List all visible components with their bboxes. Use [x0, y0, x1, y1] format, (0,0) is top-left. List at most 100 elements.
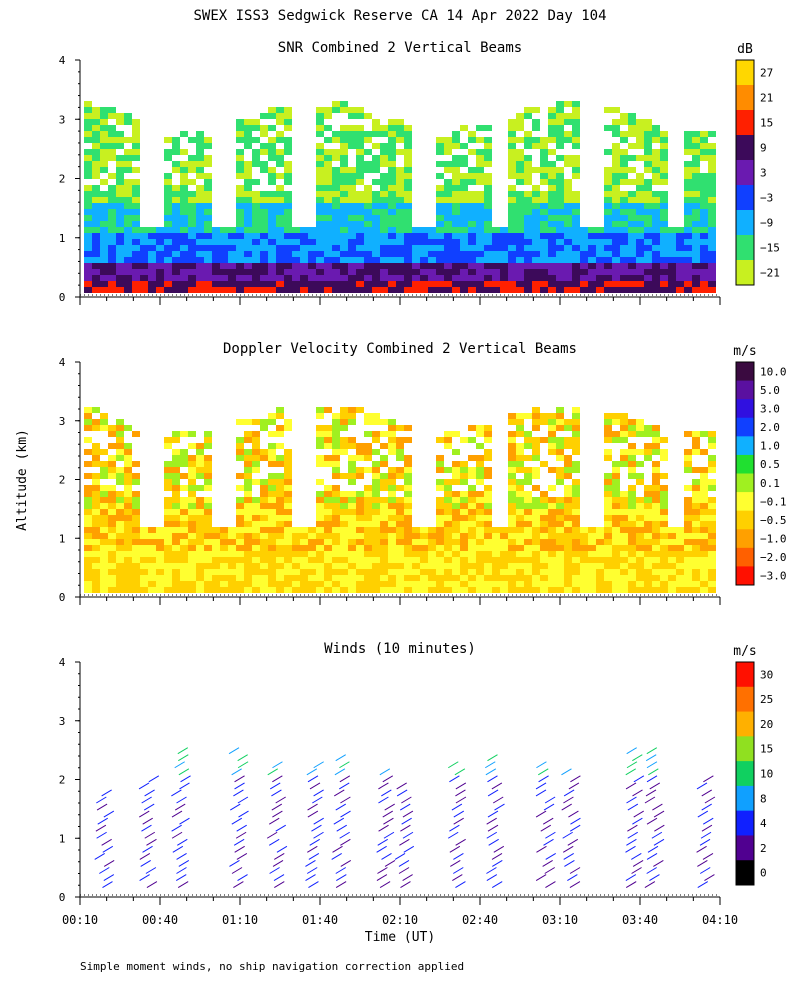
heatmap-cell [444, 527, 452, 533]
heatmap-cell [276, 569, 284, 575]
heatmap-cell [372, 125, 380, 131]
heatmap-cell [492, 239, 500, 245]
heatmap-cell [380, 143, 388, 149]
heatmap-cell [172, 503, 180, 509]
heatmap-cell [620, 221, 628, 227]
wind-barb [146, 838, 157, 846]
heatmap-cell [108, 563, 116, 569]
heatmap-cell [172, 137, 180, 143]
heatmap-cell [124, 533, 132, 539]
heatmap-cell [692, 431, 700, 437]
heatmap-cell [348, 557, 356, 563]
heatmap-cell [108, 557, 116, 563]
heatmap-cell [356, 287, 364, 293]
heatmap-cell [444, 581, 452, 587]
heatmap-cell [212, 239, 220, 245]
heatmap-cell [604, 533, 612, 539]
heatmap-cell [660, 527, 668, 533]
heatmap-cell [260, 575, 268, 581]
heatmap-cell [436, 287, 444, 293]
heatmap-cell [108, 503, 116, 509]
heatmap-cell [572, 431, 580, 437]
wind-barb [486, 867, 497, 874]
heatmap-cell [92, 143, 100, 149]
heatmap-cell [516, 587, 524, 593]
heatmap-cell [340, 233, 348, 239]
heatmap-cell [332, 419, 340, 425]
heatmap-cell [676, 557, 684, 563]
heatmap-cell [116, 173, 124, 179]
heatmap-cell [276, 227, 284, 233]
heatmap-cell [124, 191, 132, 197]
heatmap-cell [196, 497, 204, 503]
wind-barb [236, 852, 248, 860]
heatmap-cell [92, 221, 100, 227]
y-tick-label: 1 [59, 532, 66, 545]
heatmap-cell [484, 533, 492, 539]
heatmap-cell [204, 527, 212, 533]
heatmap-cell [356, 275, 364, 281]
heatmap-cell [532, 257, 540, 263]
heatmap-cell [244, 521, 252, 527]
wind-barb [632, 860, 644, 867]
heatmap-cell [188, 239, 196, 245]
heatmap-cell [644, 521, 652, 527]
heatmap-cell [252, 503, 260, 509]
heatmap-cell [172, 467, 180, 473]
heatmap-cell [460, 473, 468, 479]
heatmap-cell [268, 461, 276, 467]
heatmap-cell [148, 539, 156, 545]
heatmap-cell [692, 533, 700, 539]
heatmap-cell [524, 521, 532, 527]
heatmap-cell [300, 227, 308, 233]
heatmap-cell [396, 545, 404, 551]
heatmap-cell [636, 197, 644, 203]
wind-barb [340, 810, 351, 818]
heatmap-cell [260, 245, 268, 251]
heatmap-cell [540, 515, 548, 521]
heatmap-cell [100, 257, 108, 263]
wind-barb [376, 845, 387, 853]
heatmap-cell [604, 287, 612, 293]
wind-barb [313, 817, 324, 825]
wind-barb [492, 860, 503, 867]
heatmap-cell [180, 257, 188, 263]
heatmap-cell [252, 191, 260, 197]
heatmap-cell [276, 137, 284, 143]
heatmap-cell [236, 215, 244, 221]
heatmap-cell [380, 539, 388, 545]
heatmap-cell [364, 287, 372, 293]
heatmap-cell [684, 461, 692, 467]
heatmap-cell [100, 419, 108, 425]
heatmap-cell [188, 431, 196, 437]
heatmap-cell [604, 149, 612, 155]
heatmap-cell [196, 269, 204, 275]
heatmap-cell [620, 263, 628, 269]
colorbar-swatch [736, 860, 754, 886]
heatmap-cell [340, 203, 348, 209]
heatmap-cell [636, 125, 644, 131]
heatmap-cell [516, 527, 524, 533]
heatmap-cell [252, 161, 260, 167]
heatmap-cell [92, 581, 100, 587]
heatmap-cell [444, 551, 452, 557]
heatmap-cell [228, 533, 236, 539]
wind-barb [267, 768, 278, 776]
heatmap-cell [116, 113, 124, 119]
heatmap-cell [412, 569, 420, 575]
heatmap-cell [196, 461, 204, 467]
heatmap-cell [380, 173, 388, 179]
heatmap-cell [548, 419, 556, 425]
heatmap-cell [508, 413, 516, 419]
heatmap-cell [468, 179, 476, 185]
wind-barb [398, 860, 410, 867]
heatmap-cell [244, 527, 252, 533]
heatmap-cell [436, 527, 444, 533]
heatmap-cell [204, 509, 212, 515]
heatmap-cell [100, 563, 108, 569]
heatmap-cell [468, 515, 476, 521]
heatmap-cell [452, 281, 460, 287]
heatmap-cell [92, 263, 100, 269]
heatmap-cell [692, 191, 700, 197]
heatmap-cell [260, 143, 268, 149]
